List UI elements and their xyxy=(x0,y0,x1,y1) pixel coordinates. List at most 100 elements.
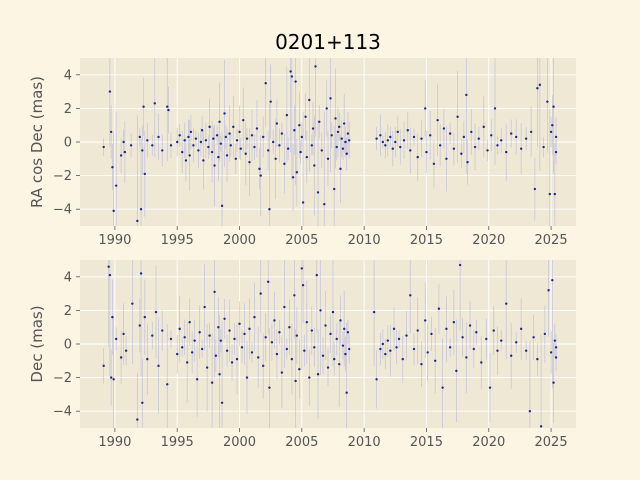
ra-data-point xyxy=(224,135,228,139)
dec-data-point xyxy=(193,339,196,342)
ra-data-point xyxy=(299,150,302,154)
dec-data-point xyxy=(235,357,239,361)
dec-data-point xyxy=(339,319,342,322)
dec-data-point xyxy=(243,332,246,336)
ra-data-point xyxy=(151,144,154,147)
dec-data-point xyxy=(333,357,336,361)
dec-y-tick-label: −4 xyxy=(53,405,72,420)
dec-data-point xyxy=(475,331,478,334)
dec-data-point xyxy=(549,351,553,354)
dec-data-point xyxy=(543,332,547,336)
dec-panel: 1990 1995 2000 2005 2010 2015 2020 2025−4−2024 … xyxy=(28,260,576,450)
dec-data-point xyxy=(509,354,513,357)
ra-data-point xyxy=(268,208,271,211)
ra-x-tick-label: 1990 xyxy=(98,233,131,248)
dec-data-point xyxy=(303,349,306,352)
ra-data-point xyxy=(344,140,347,144)
ra-x-tick-label: 2005 xyxy=(285,233,318,248)
ra-data-point xyxy=(465,93,468,97)
ra-data-point xyxy=(114,184,118,187)
ra-data-point xyxy=(218,120,221,124)
dec-data-point xyxy=(335,337,338,341)
ra-data-point xyxy=(519,147,523,150)
dec-data-point xyxy=(250,351,254,354)
ra-data-point xyxy=(548,192,552,196)
ra-data-point xyxy=(180,150,184,154)
dec-data-point xyxy=(344,352,347,356)
dec-data-point xyxy=(480,361,483,364)
ra-data-point xyxy=(334,117,337,120)
ra-data-point xyxy=(223,112,226,115)
dec-data-point xyxy=(472,347,476,351)
ra-data-point xyxy=(207,145,210,149)
ra-data-point xyxy=(194,137,198,140)
dec-data-point xyxy=(341,344,345,347)
dec-data-point xyxy=(445,327,448,331)
dec-data-point xyxy=(381,342,385,346)
ra-data-point xyxy=(184,159,188,162)
dec-data-point xyxy=(420,362,423,366)
dec-data-point xyxy=(213,290,216,294)
dec-data-point xyxy=(294,379,297,383)
ra-data-point xyxy=(396,130,399,134)
dec-data-point xyxy=(519,327,523,331)
dec-data-point xyxy=(379,347,382,351)
ra-data-point xyxy=(220,204,224,208)
dec-data-point xyxy=(310,329,313,332)
ra-data-point xyxy=(146,139,149,142)
dec-data-point xyxy=(372,310,376,314)
ra-data-point xyxy=(343,122,346,125)
dec-data-point xyxy=(412,347,416,351)
dec-data-point xyxy=(176,352,179,356)
dec-data-point xyxy=(554,346,558,349)
ra-data-point xyxy=(346,132,350,135)
dec-data-point xyxy=(437,307,441,310)
ra-data-point xyxy=(314,65,317,68)
ra-data-point xyxy=(108,90,112,93)
ra-data-point xyxy=(338,125,341,129)
ra-data-point xyxy=(189,130,193,134)
ra-data-point xyxy=(138,135,142,139)
dec-data-point xyxy=(102,364,105,368)
dec-data-point xyxy=(233,337,236,341)
ra-data-point xyxy=(436,118,439,122)
dec-data-point xyxy=(161,329,164,332)
dec-data-point xyxy=(190,351,194,354)
ra-data-point xyxy=(326,157,330,160)
ra-data-point xyxy=(210,150,214,154)
dec-data-point xyxy=(424,319,427,322)
ra-data-point xyxy=(278,144,281,147)
ra-data-point xyxy=(248,160,251,164)
ra-data-point xyxy=(399,145,402,149)
ra-data-point xyxy=(438,144,442,147)
ra-data-point xyxy=(316,191,320,194)
ra-data-point xyxy=(552,105,555,108)
ra-data-point xyxy=(239,147,242,150)
dec-data-point xyxy=(321,354,325,357)
dec-data-point xyxy=(551,278,554,282)
dec-data-point xyxy=(210,381,214,384)
dec-data-point xyxy=(268,386,271,389)
ra-data-point xyxy=(466,160,469,164)
ra-data-point xyxy=(242,118,245,122)
ra-data-point xyxy=(235,139,239,142)
ra-data-point xyxy=(347,139,351,142)
ra-data-point xyxy=(381,140,385,144)
ra-x-tick-label: 2015 xyxy=(410,233,443,248)
ra-data-point xyxy=(509,132,513,135)
ra-data-point xyxy=(546,100,549,103)
ra-data-point xyxy=(157,135,160,139)
dec-data-point xyxy=(452,320,456,324)
dec-data-point xyxy=(119,356,123,359)
ra-data-point xyxy=(336,130,340,134)
ra-data-point xyxy=(448,132,452,135)
dec-data-point xyxy=(514,341,518,344)
ra-data-point xyxy=(300,135,304,139)
dec-data-point xyxy=(253,315,256,319)
ra-data-point xyxy=(255,127,259,130)
dec-data-point xyxy=(288,326,291,329)
dec-data-point xyxy=(143,315,147,319)
ra-data-point xyxy=(187,135,190,139)
dec-data-point xyxy=(109,376,113,379)
dec-data-point xyxy=(329,332,332,336)
